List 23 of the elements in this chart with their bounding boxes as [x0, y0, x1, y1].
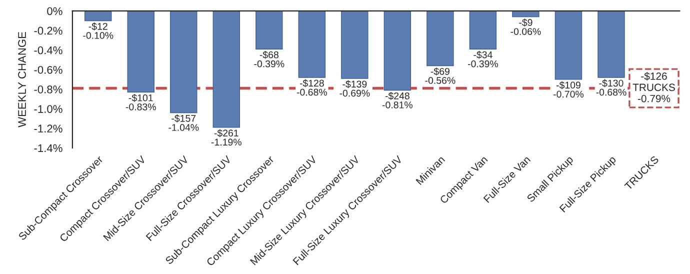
data-label: -$69 -0.56% — [425, 68, 456, 84]
data-label: -$9 -0.06% — [510, 18, 541, 35]
data-label: -$130 -0.68% — [596, 79, 626, 96]
data-label: -$12 -0.10% — [83, 22, 114, 39]
data-label: -$34 -0.39% — [468, 50, 498, 68]
data-label: -$157 -1.04% — [168, 114, 199, 131]
data-label: -$248 -0.81% — [382, 92, 412, 108]
data-label: -$139 -0.69% — [340, 80, 370, 97]
y-tick-label: -1.0% — [34, 105, 62, 113]
data-label: -$68 -0.39% — [254, 50, 284, 68]
y-tick-label: -0.8% — [34, 86, 62, 94]
annotation: -$126 TRUCKS -0.79% — [632, 72, 675, 102]
y-tick-label: -1.2% — [34, 124, 62, 132]
y-tick-label: -0.6% — [34, 66, 62, 74]
data-label: -$101 -0.83% — [126, 94, 156, 110]
data-label: -$109 -0.70% — [554, 81, 584, 98]
y-tick-label: -0.4% — [34, 46, 62, 54]
y-tick-label: -1.4% — [34, 144, 62, 152]
y-tick-label: 0% — [47, 7, 62, 16]
y-tick-label: -0.2% — [34, 26, 62, 35]
data-label: -$128 -0.68% — [296, 79, 327, 96]
y-axis-title: WEEKLY CHANGE — [18, 32, 26, 128]
data-label: -$261 -1.19% — [211, 129, 242, 146]
